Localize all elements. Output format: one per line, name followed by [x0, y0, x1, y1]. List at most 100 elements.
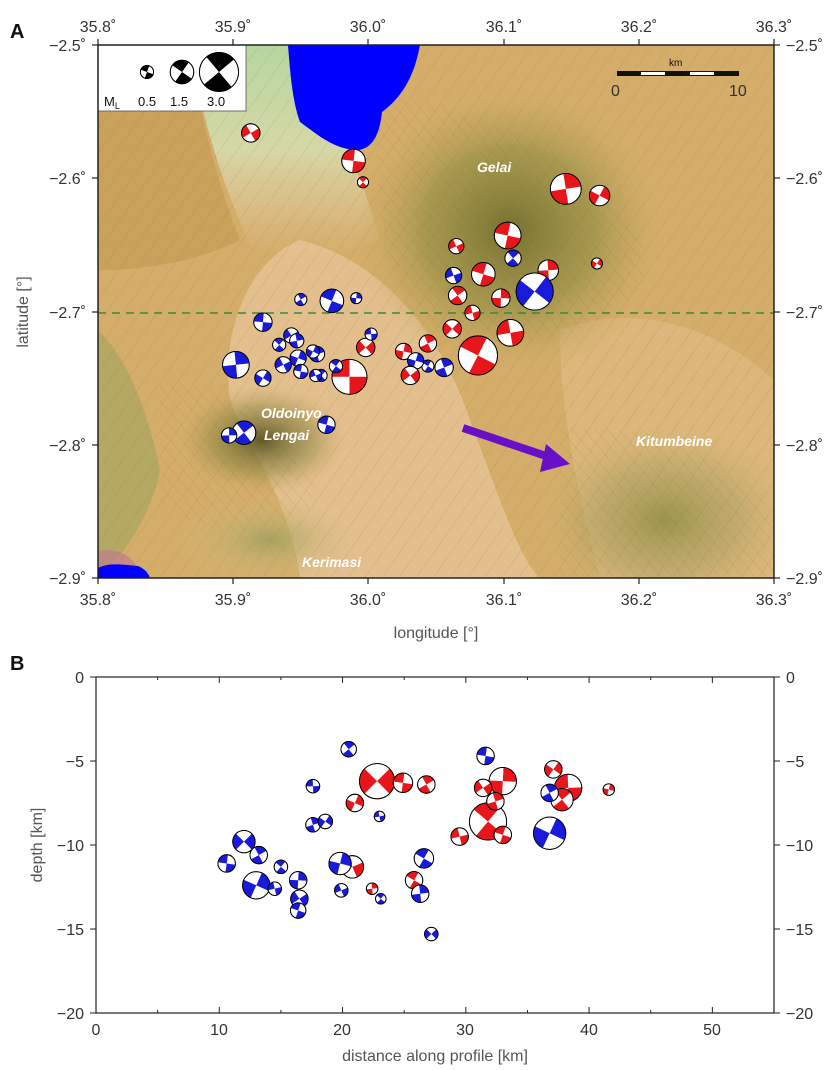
map-event-20 — [496, 319, 525, 347]
profile-event-red-0 — [358, 763, 396, 800]
map-event-11 — [471, 261, 496, 287]
profile-event-red-2 — [417, 775, 436, 794]
map-event-38 — [305, 344, 321, 359]
scale-bar: km 0 10 — [611, 58, 747, 100]
profile-event-blue-15 — [413, 848, 435, 869]
label-kitumbeine: Kitumbeine — [636, 433, 712, 449]
map-event-4 — [588, 184, 611, 207]
profile-event-blue-10 — [317, 813, 333, 830]
profile-event-red-6 — [488, 767, 517, 796]
profile-event-red-3 — [345, 793, 365, 813]
map-event-2 — [356, 176, 370, 189]
scale-zero: 0 — [611, 83, 620, 100]
profile-x-tick-0: 0 — [92, 1022, 101, 1039]
map-event-37 — [289, 333, 305, 349]
map-event-5 — [448, 238, 465, 255]
map-top-tick-0: 35.8˚ — [80, 19, 116, 36]
profile-event-red-13 — [602, 783, 616, 796]
profile-event-red-16 — [365, 882, 379, 895]
map-event-9 — [590, 257, 603, 270]
panel-a-letter: A — [10, 21, 24, 43]
profile-y-tick-3: −15 — [57, 922, 84, 939]
profile-event-blue-21 — [373, 810, 386, 823]
profile-y-tick-1: −5 — [66, 754, 84, 771]
legend-value-2: 3.0 — [207, 94, 225, 109]
profile-x-tick-1: 10 — [210, 1022, 228, 1039]
profile-focal-mechanisms — [217, 741, 616, 942]
legend-value-1: 1.5 — [170, 94, 188, 109]
profile-y-right-tick-4: −20 — [786, 1006, 813, 1023]
map-event-47 — [221, 427, 238, 444]
map-event-15 — [464, 304, 481, 321]
profile-event-red-7 — [473, 778, 493, 798]
legend-ml: ML — [104, 94, 120, 111]
map-event-21 — [457, 335, 498, 376]
profile-x-tick-5: 50 — [703, 1022, 721, 1039]
relief-map — [98, 45, 774, 578]
map-event-14 — [515, 272, 554, 311]
map-right-tick-3: −2.8˚ — [786, 438, 823, 455]
label-kerimasi: Kerimasi — [302, 554, 362, 570]
map-tick-marks — [92, 39, 780, 584]
profile-y-right-tick-2: −10 — [786, 838, 813, 855]
map-event-42 — [222, 350, 250, 379]
profile-event-blue-13 — [328, 851, 352, 876]
map-event-18 — [350, 292, 363, 305]
profile-tick-marks — [90, 676, 780, 1014]
profile-event-blue-3 — [242, 871, 271, 900]
profile-event-blue-14 — [334, 883, 349, 898]
map-right-tick-2: −2.7˚ — [786, 305, 823, 322]
map-event-29 — [400, 365, 420, 386]
profile-event-red-15 — [404, 871, 424, 890]
map-event-40 — [293, 363, 309, 380]
map-top-tick-3: 36.1˚ — [486, 19, 522, 36]
profile-event-blue-19 — [540, 783, 559, 803]
profile-event-blue-1 — [217, 854, 236, 873]
map-event-25 — [364, 327, 378, 341]
map-event-27 — [434, 357, 454, 378]
profile-event-blue-7 — [290, 889, 309, 908]
legend-ball-1 — [169, 59, 195, 85]
profile-event-red-10 — [544, 760, 563, 779]
map-left-tick-2: −2.7˚ — [49, 305, 86, 322]
profile-event-blue-12 — [340, 741, 357, 758]
map-event-36 — [272, 337, 287, 352]
map-bottom-tick-0: 35.8˚ — [80, 592, 116, 609]
profile-event-blue-9 — [305, 817, 321, 833]
profile-x-tick-2: 20 — [333, 1022, 351, 1039]
scale-ten: 10 — [729, 83, 747, 100]
map-left-tick-4: −2.9˚ — [49, 571, 86, 588]
map-event-43 — [254, 369, 272, 387]
map-top-tick-1: 35.9˚ — [215, 19, 251, 36]
legend-value-0: 0.5 — [138, 94, 156, 109]
map-event-3 — [549, 173, 582, 205]
profile-event-red-8 — [493, 825, 512, 845]
profile-event-blue-17 — [424, 926, 439, 942]
map-top-tick-4: 36.2˚ — [621, 19, 657, 36]
profile-y-tick-2: −10 — [57, 838, 84, 855]
map-event-35 — [253, 312, 273, 332]
label-oldoinyo: Oldoinyo — [261, 405, 322, 421]
label-gelai: Gelai — [477, 159, 512, 175]
profile-y-right-tick-1: −5 — [786, 754, 804, 771]
label-lengai: Lengai — [264, 427, 310, 443]
profile-x-label: distance along profile [km] — [342, 1048, 528, 1065]
profile-event-red-1 — [392, 772, 414, 794]
small-lake — [98, 564, 150, 578]
profile-x-tick-3: 30 — [456, 1022, 474, 1039]
profile-event-red-9 — [486, 792, 505, 811]
map-right-tick-0: −2.5˚ — [786, 38, 823, 55]
scale-unit: km — [669, 58, 682, 69]
direction-arrow — [461, 424, 570, 472]
profile-event-blue-5 — [273, 859, 289, 875]
map-event-16 — [319, 288, 345, 314]
map-left-tick-0: −2.5˚ — [49, 38, 86, 55]
profile-event-blue-4 — [267, 881, 282, 896]
profile-event-blue-11 — [305, 778, 321, 794]
map-bottom-tick-5: 36.3˚ — [756, 592, 792, 609]
map-event-33 — [289, 349, 307, 367]
profile-event-blue-0 — [232, 829, 256, 854]
profile-x-tick-4: 40 — [580, 1022, 598, 1039]
map-right-tick-4: −2.9˚ — [786, 571, 823, 588]
map-event-45 — [317, 415, 336, 434]
